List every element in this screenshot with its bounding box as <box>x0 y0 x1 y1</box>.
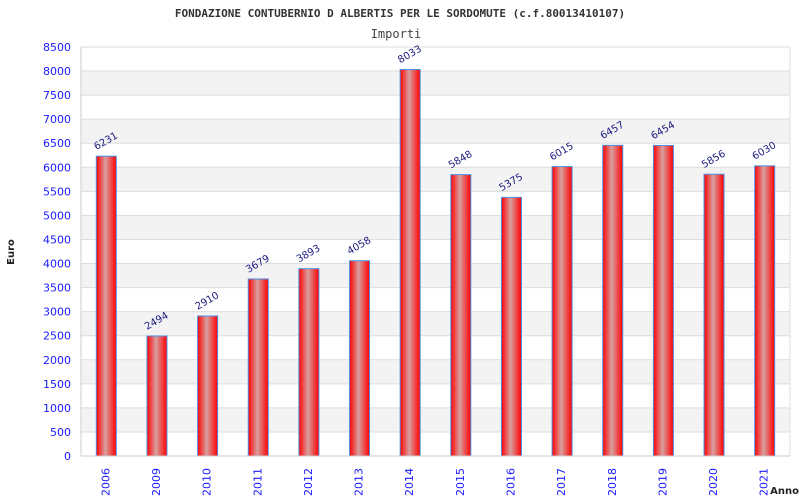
y-tick-label: 5000 <box>43 209 71 222</box>
bar <box>247 278 269 457</box>
bar <box>652 144 674 457</box>
grid-band <box>81 263 790 288</box>
x-tick-label: 2019 <box>656 468 669 496</box>
x-tick-label: 2010 <box>201 468 214 496</box>
bar <box>551 166 573 457</box>
y-tick-label: 7500 <box>43 89 71 102</box>
chart-subtitle: Importi <box>371 27 422 41</box>
x-tick-label: 2015 <box>454 468 467 496</box>
y-tick-label: 8500 <box>43 41 71 54</box>
grid-band <box>81 359 790 384</box>
bar <box>197 315 219 457</box>
y-tick-label: 2500 <box>43 330 71 343</box>
y-tick-label: 4000 <box>43 258 71 271</box>
x-tick-label: 2021 <box>758 468 771 496</box>
x-tick-label: 2013 <box>353 468 366 496</box>
chart-title: FONDAZIONE CONTUBERNIO D ALBERTIS PER LE… <box>175 7 625 20</box>
x-tick-label: 2016 <box>504 468 517 496</box>
x-tick-label: 2012 <box>302 468 315 496</box>
y-tick-label: 6500 <box>43 137 71 150</box>
x-tick-label: 2017 <box>555 468 568 496</box>
bar <box>500 196 522 457</box>
y-tick-label: 1500 <box>43 378 71 391</box>
x-axis-label: Anno <box>770 486 799 497</box>
grid-band <box>81 311 790 336</box>
bar <box>399 68 421 457</box>
y-tick-label: 0 <box>64 450 71 463</box>
x-tick-label: 2006 <box>99 468 112 496</box>
y-tick-label: 6000 <box>43 161 71 174</box>
y-tick-label: 4500 <box>43 233 71 246</box>
grid-band <box>81 407 790 432</box>
bar <box>349 260 371 457</box>
bar <box>450 174 472 457</box>
data-label: 6015 <box>548 141 576 163</box>
bar <box>298 268 320 457</box>
bar <box>146 335 168 457</box>
grid-band <box>81 215 790 240</box>
data-label: 3893 <box>295 243 323 265</box>
y-tick-label: 3000 <box>43 306 71 319</box>
y-axis-label: Euro <box>6 239 17 265</box>
bar <box>95 155 117 457</box>
y-tick-label: 2000 <box>43 354 71 367</box>
y-tick-label: 3500 <box>43 282 71 295</box>
data-label: 2910 <box>194 290 222 312</box>
y-tick-label: 8000 <box>43 65 71 78</box>
y-tick-label: 500 <box>50 426 71 439</box>
x-tick-label: 2009 <box>150 468 163 496</box>
y-tick-label: 5500 <box>43 185 71 198</box>
bar <box>602 144 624 457</box>
x-tick-label: 2014 <box>403 468 416 496</box>
grid-band <box>81 119 790 144</box>
bar <box>754 165 776 457</box>
bar <box>703 173 725 457</box>
y-tick-label: 1000 <box>43 402 71 415</box>
grid-band <box>81 71 790 96</box>
x-tick-label: 2018 <box>606 468 619 496</box>
y-tick-label: 7000 <box>43 113 71 126</box>
x-tick-label: 2011 <box>251 468 264 496</box>
grid-band <box>81 167 790 192</box>
x-tick-label: 2020 <box>707 468 720 496</box>
